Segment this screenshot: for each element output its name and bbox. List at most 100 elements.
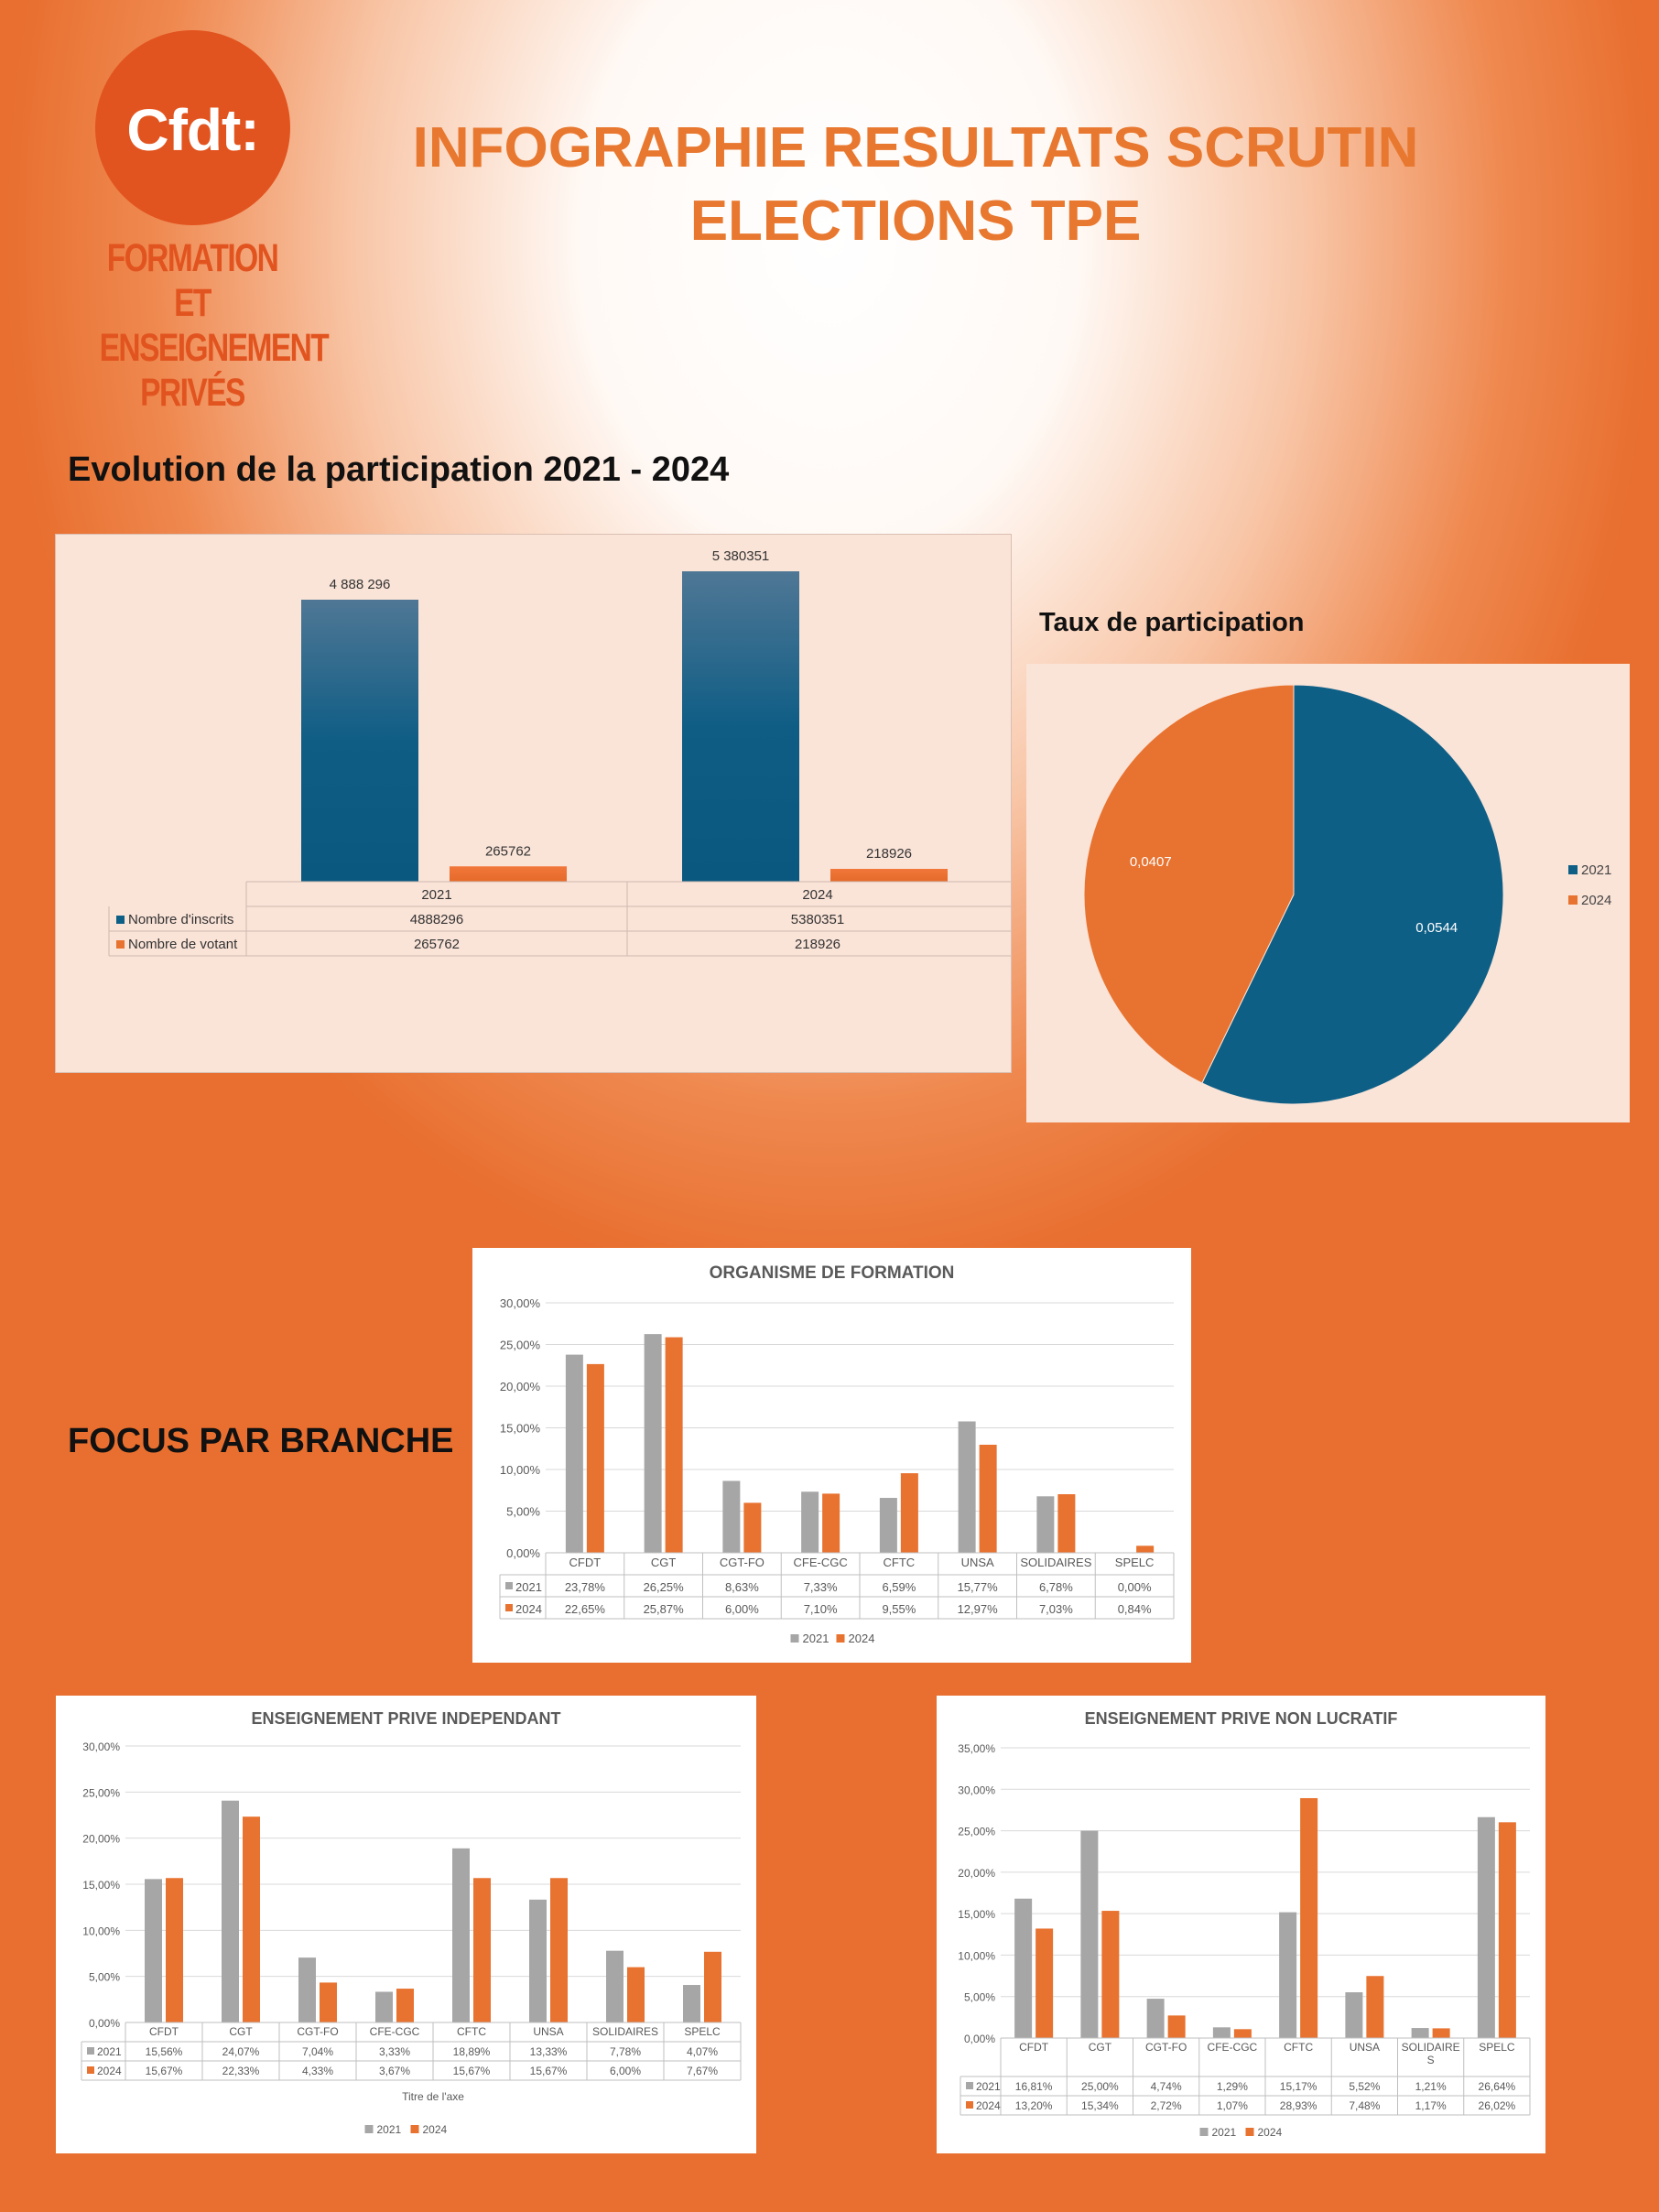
logo-sub-line: PRIVÉS (140, 371, 245, 415)
legend-label: 2024 (423, 2123, 448, 2136)
logo-sub-line: FORMATION ET (106, 236, 279, 325)
bar-2021 (145, 1879, 162, 2022)
table-value: 7,33% (804, 1580, 838, 1594)
logo-sub-line: ENSEIGNEMENT (99, 326, 330, 370)
bar-2024 (822, 1493, 840, 1553)
series-label: 2021 (515, 1580, 542, 1594)
table-value: 6,00% (610, 2065, 641, 2077)
taux-heading: Taux de participation (1039, 608, 1305, 637)
table-value: 15,56% (146, 2045, 183, 2058)
table-value: 3,67% (379, 2065, 410, 2077)
x-category-label: UNSA (533, 2025, 563, 2038)
participation-chart-panel: 4 888 296 265762 5 380351 218926 2021 2024 Nom… (55, 534, 1012, 1073)
series-label: 2021 (976, 2080, 1001, 2093)
bar-2024 (473, 1878, 491, 2022)
y-tick-label: 25,00% (82, 1786, 120, 1799)
y-tick-label: 30,00% (82, 1740, 120, 1753)
bar-2021 (1014, 1898, 1033, 2038)
series-label: 2024 (515, 1602, 542, 1616)
table-value: 4,33% (302, 2065, 333, 2077)
legend-swatch (1568, 865, 1578, 874)
taux-pie-chart: 0,0544 0,0407 2021 2024 (1083, 684, 1611, 1105)
y-tick-label: 15,00% (958, 1908, 995, 1921)
x-category-label: CFE-CGC (370, 2025, 420, 2038)
bar-2021 (565, 1354, 583, 1553)
table-value: 218926 (795, 937, 840, 952)
pie-slice-2021 (1201, 684, 1504, 1105)
x-category-label: SOLIDAIRES (1020, 1556, 1091, 1569)
table-value: 1,29% (1217, 2080, 1248, 2093)
participation-heading: Evolution de la participation 2021 - 202… (68, 450, 730, 489)
table-value: 6,78% (1039, 1580, 1073, 1594)
bar-inscrits (682, 571, 799, 882)
chart-title: ORGANISME DE FORMATION (710, 1263, 955, 1283)
bar-2021 (801, 1491, 819, 1553)
x-category-label: CFE-CGC (1208, 2041, 1258, 2054)
participation-chart: 4 888 296 265762 5 380351 218926 2021 2024 Nom… (108, 548, 1011, 957)
bar-2024 (243, 1816, 260, 2022)
data-label: 265762 (485, 843, 531, 859)
table-value: 25,87% (644, 1602, 685, 1616)
bar-2021 (1212, 2027, 1231, 2038)
data-label: 4 888 296 (330, 577, 391, 592)
table-value: 26,02% (1479, 2099, 1516, 2112)
bar-2024 (1101, 1911, 1120, 2038)
y-tick-label: 15,00% (500, 1422, 541, 1436)
bar-2021 (1345, 1992, 1363, 2038)
table-value: 8,63% (725, 1580, 759, 1594)
y-tick-label: 10,00% (958, 1949, 995, 1962)
table-value: 15,17% (1280, 2080, 1317, 2093)
table-value: 5,52% (1349, 2080, 1380, 2093)
chart-title: ENSEIGNEMENT PRIVE NON LUCRATIF (1085, 1709, 1398, 1728)
legend-label: 2021 (377, 2123, 402, 2136)
series-label: Nombre de votant (128, 937, 238, 952)
x-category-label: CFTC (457, 2025, 486, 2038)
y-tick-label: 5,00% (964, 1991, 995, 2004)
x-category-label: CFTC (884, 1556, 916, 1569)
table-value: 4888296 (410, 912, 463, 927)
table-value: 13,20% (1015, 2099, 1053, 2112)
table-value: 3,33% (379, 2045, 410, 2058)
bar-2024 (396, 1989, 414, 2022)
bar-2024 (166, 1878, 183, 2022)
table-value: 0,00% (1118, 1580, 1152, 1594)
x-category-label: CGT-FO (1145, 2041, 1187, 2054)
epi-chart: ENSEIGNEMENT PRIVE INDEPENDANT 0,00% 5,00%… (81, 1709, 742, 2136)
x-category-label: SPELC (1115, 1556, 1155, 1569)
bar-inscrits (301, 600, 418, 882)
table-value: 13,33% (530, 2045, 568, 2058)
x-category-label: CFE-CGC (794, 1556, 848, 1569)
table-value: 265762 (414, 937, 460, 952)
legend-label: 2021 (1581, 862, 1611, 878)
legend-swatch (364, 2125, 374, 2133)
of-chart-panel: ORGANISME DE FORMATION 0,00% 5,00% 10,00% 15… (472, 1248, 1191, 1663)
bar-2021 (683, 1985, 700, 2022)
bar-2024 (743, 1502, 762, 1553)
table-value: 7,04% (302, 2045, 333, 2058)
series-label: 2024 (976, 2099, 1001, 2112)
logo-wordmark: Cfdt: (126, 97, 259, 163)
legend-swatch (1245, 2128, 1254, 2136)
legend-swatch (505, 1582, 513, 1589)
bar-2024 (627, 1967, 645, 2022)
table-value: 6,59% (882, 1580, 916, 1594)
y-tick-label: 0,00% (506, 1546, 540, 1560)
data-label: 5 380351 (712, 548, 770, 564)
y-tick-label: 20,00% (958, 1867, 995, 1880)
category-label: 2021 (421, 887, 451, 903)
bar-2021 (375, 1991, 393, 2022)
y-tick-label: 30,00% (958, 1784, 995, 1796)
bar-2021 (452, 1848, 470, 2022)
pie-label: 0,0544 (1415, 920, 1458, 936)
taux-chart-panel: 0,0544 0,0407 2021 2024 (1026, 664, 1630, 1122)
table-value: 15,67% (453, 2065, 491, 2077)
y-tick-label: 10,00% (82, 1925, 120, 1937)
bar-2021 (529, 1899, 547, 2022)
data-label: 218926 (866, 846, 912, 862)
bar-2024 (1233, 2029, 1252, 2038)
of-chart: ORGANISME DE FORMATION 0,00% 5,00% 10,00% 15… (499, 1263, 1175, 1645)
logo-subtitle: FORMATION ET ENSEIGNEMENT PRIVÉS (99, 236, 330, 416)
x-category-label: CFDT (149, 2025, 179, 2038)
bar-2021 (958, 1421, 976, 1553)
x-category-label: SPELC (684, 2025, 721, 2038)
